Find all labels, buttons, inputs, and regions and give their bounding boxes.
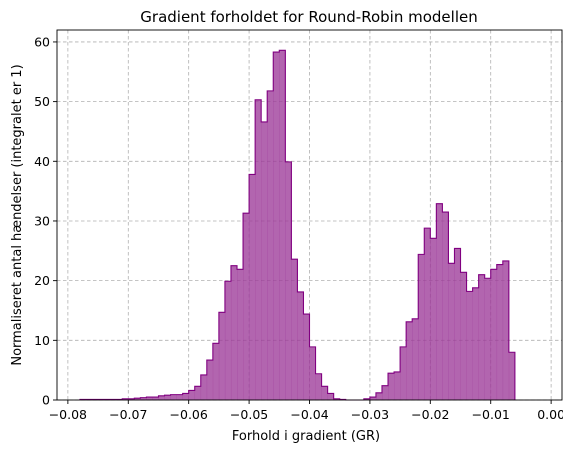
histogram-bar bbox=[406, 321, 413, 400]
x-axis-ticks: −0.08 −0.07 −0.06 −0.05 −0.04 −0.03 −0.02 −0.01… bbox=[49, 400, 563, 422]
histogram-bar bbox=[279, 50, 286, 401]
histogram-bar bbox=[466, 291, 473, 400]
histogram-bar bbox=[363, 398, 371, 400]
y-tick-label: 0 bbox=[42, 393, 50, 408]
histogram-bar bbox=[122, 398, 129, 400]
y-tick-label: 30 bbox=[34, 213, 50, 228]
x-tick-label: −0.03 bbox=[351, 407, 389, 422]
histogram-bar bbox=[134, 398, 141, 400]
x-tick-label: −0.01 bbox=[472, 407, 510, 422]
histogram-bar bbox=[478, 274, 485, 400]
histogram-bar bbox=[128, 398, 135, 400]
histogram-bar bbox=[333, 398, 341, 400]
histogram-bar bbox=[442, 212, 449, 400]
histogram-bar bbox=[200, 374, 208, 400]
histogram-bar bbox=[261, 121, 268, 400]
histogram-bar bbox=[496, 264, 504, 400]
histogram-bar bbox=[170, 394, 177, 400]
histogram-bar bbox=[394, 371, 401, 400]
histogram-bar bbox=[321, 386, 328, 400]
histogram-bar bbox=[164, 395, 171, 400]
histogram-bar bbox=[369, 397, 377, 400]
histogram-bar bbox=[448, 263, 455, 400]
histogram-bars bbox=[79, 49, 516, 401]
histogram-bar bbox=[285, 161, 292, 400]
y-tick-label: 50 bbox=[34, 94, 50, 109]
histogram-bar bbox=[315, 373, 322, 400]
histogram-bar bbox=[388, 373, 395, 400]
y-tick-label: 60 bbox=[34, 34, 50, 49]
histogram-bar bbox=[412, 318, 419, 400]
y-tick-label: 40 bbox=[34, 154, 50, 169]
x-tick-label: −0.08 bbox=[49, 407, 87, 422]
histogram-bar bbox=[400, 346, 407, 400]
histogram-bar bbox=[436, 203, 443, 400]
y-axis-label: Normaliseret antal hændelser (integralet… bbox=[10, 64, 25, 365]
histogram-bar bbox=[146, 397, 153, 400]
histogram-bar bbox=[291, 259, 298, 400]
x-tick-label: 0.00 bbox=[537, 407, 563, 422]
histogram-bar bbox=[206, 360, 214, 400]
histogram-bar bbox=[230, 265, 238, 400]
histogram-bar bbox=[188, 390, 196, 400]
histogram-bar bbox=[303, 314, 310, 400]
histogram-bar bbox=[297, 291, 304, 400]
x-tick-label: −0.07 bbox=[109, 407, 147, 422]
histogram-bar bbox=[273, 52, 280, 400]
histogram-bar bbox=[182, 393, 189, 400]
chart-title: Gradient forholdet for Round-Robin model… bbox=[140, 8, 477, 26]
x-tick-label: −0.02 bbox=[411, 407, 449, 422]
histogram-bar bbox=[224, 281, 232, 400]
histogram-bar bbox=[267, 90, 274, 400]
histogram-bar bbox=[309, 346, 316, 400]
histogram-bar bbox=[176, 394, 183, 400]
y-tick-label: 20 bbox=[34, 273, 50, 288]
histogram-bar bbox=[158, 395, 165, 400]
histogram-bar bbox=[430, 238, 437, 400]
histogram-bar bbox=[460, 272, 467, 400]
histogram-outline bbox=[79, 49, 516, 401]
histogram-bar bbox=[484, 278, 492, 400]
histogram-bar bbox=[243, 213, 250, 400]
histogram-bar bbox=[381, 385, 389, 400]
histogram-bar bbox=[255, 99, 262, 401]
histogram-bar bbox=[194, 386, 202, 400]
histogram-bar bbox=[424, 228, 431, 400]
histogram-bar bbox=[140, 397, 147, 400]
histogram-bar bbox=[490, 269, 498, 400]
histogram-bar bbox=[237, 269, 244, 400]
histogram-bar bbox=[212, 343, 220, 400]
histogram-bar bbox=[472, 287, 479, 400]
histogram-bar bbox=[375, 392, 383, 400]
histogram-bar bbox=[249, 174, 256, 400]
histogram-bar bbox=[418, 254, 425, 400]
x-tick-label: −0.04 bbox=[290, 407, 328, 422]
x-tick-label: −0.05 bbox=[230, 407, 268, 422]
y-axis-ticks: 0 10 20 30 40 50 60 bbox=[34, 34, 57, 408]
histogram-bar bbox=[508, 352, 516, 400]
histogram-bar bbox=[502, 260, 510, 400]
x-axis-label: Forhold i gradient (GR) bbox=[232, 429, 380, 444]
x-tick-label: −0.06 bbox=[170, 407, 208, 422]
y-tick-label: 10 bbox=[34, 333, 50, 348]
histogram-bar bbox=[454, 248, 461, 400]
histogram-bar bbox=[218, 312, 226, 400]
histogram-bar bbox=[152, 397, 159, 400]
histogram-bar bbox=[327, 393, 334, 400]
